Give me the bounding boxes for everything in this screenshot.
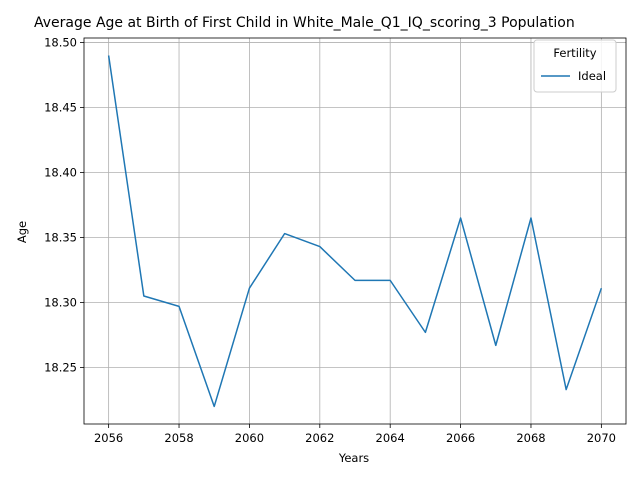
- chart-title: Average Age at Birth of First Child in W…: [34, 15, 575, 31]
- y-tick-label: 18.50: [44, 36, 77, 50]
- y-tick-label: 18.45: [44, 101, 77, 115]
- x-tick-label: 2062: [305, 431, 334, 445]
- x-tick-label: 2066: [446, 431, 475, 445]
- y-tick-label: 18.40: [44, 166, 77, 180]
- y-tick-label: 18.30: [44, 295, 77, 309]
- series-layer: [107, 55, 603, 408]
- series-line-ideal: [107, 55, 603, 408]
- x-axis-title: Years: [338, 451, 369, 465]
- y-tick-label: 18.35: [44, 230, 77, 244]
- x-tick-label: 2064: [376, 431, 405, 445]
- x-tick-label: 2056: [94, 431, 123, 445]
- x-tick-label: 2060: [235, 431, 264, 445]
- grid: [84, 38, 626, 424]
- plot-frame: [83, 37, 627, 425]
- y-tick-label: 18.25: [44, 360, 77, 374]
- x-tick-label: 2070: [587, 431, 616, 445]
- x-tick-label: 2058: [164, 431, 193, 445]
- axes: 2056 2058 2060 2062 2064 2066 2068 2070 18.25 18.…: [44, 36, 627, 445]
- legend-title: Fertility: [553, 46, 596, 60]
- x-tick-label: 2068: [516, 431, 545, 445]
- legend-label: Ideal: [578, 69, 606, 83]
- y-axis-title: Age: [15, 221, 29, 243]
- legend: Fertility Ideal: [533, 39, 617, 93]
- legend-box: [533, 39, 617, 93]
